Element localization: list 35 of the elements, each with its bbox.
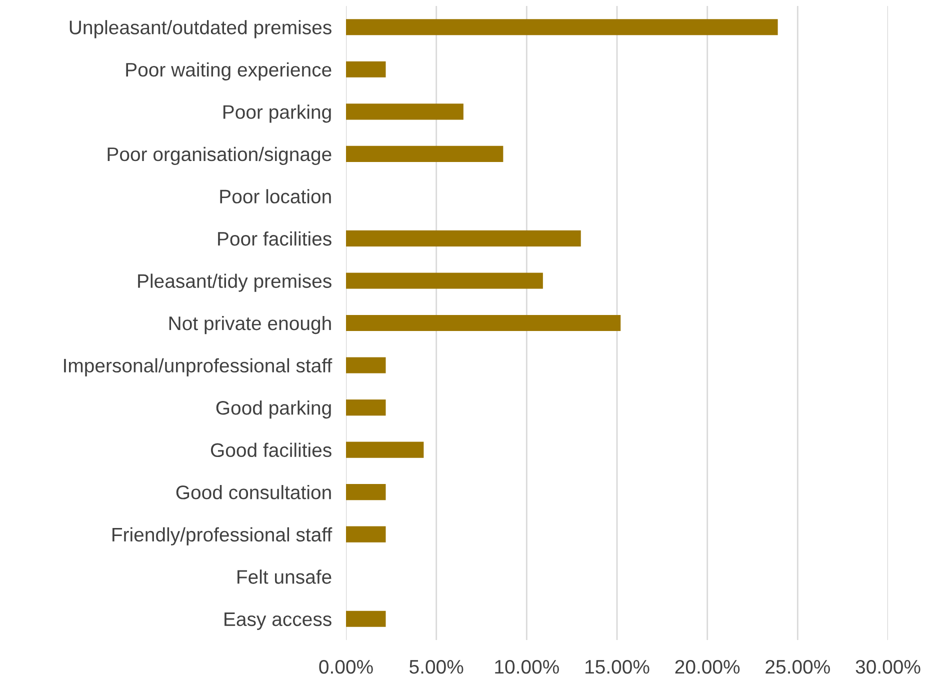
y-tick-label: Good parking bbox=[216, 400, 331, 419]
y-tick-label: Impersonal/unprofessional staff bbox=[64, 358, 332, 376]
y-tick-label: Poor waiting experience bbox=[126, 62, 332, 80]
bar bbox=[346, 484, 386, 500]
y-tick-label: Poor location bbox=[220, 189, 331, 204]
y-tick-label: Poor facilities bbox=[218, 231, 332, 246]
bar bbox=[346, 61, 386, 78]
y-tick-label: Friendly/professional staff bbox=[112, 527, 332, 546]
y-tick-label: Felt unsafe bbox=[238, 570, 332, 584]
bar bbox=[346, 314, 621, 332]
y-tick-label: Good facilities bbox=[210, 442, 332, 458]
bar bbox=[346, 357, 386, 374]
x-tick-label: 5.00% bbox=[410, 660, 464, 674]
x-tick-label: 15.00% bbox=[586, 660, 650, 674]
y-tick-label: Good consultation bbox=[176, 485, 331, 500]
y-tick-label: Pleasant/tidy premises bbox=[138, 274, 332, 292]
x-tick-label: 30.00% bbox=[856, 660, 920, 674]
bar bbox=[346, 146, 504, 162]
x-tick-label: 20.00% bbox=[675, 660, 740, 674]
bar bbox=[346, 442, 424, 458]
bar bbox=[346, 104, 464, 120]
y-tick-label: Unpleasant/outdated premises bbox=[70, 20, 332, 38]
y-tick-label: Poor parking bbox=[223, 104, 331, 123]
bar bbox=[346, 526, 386, 542]
x-tick-label: 0.00% bbox=[319, 660, 373, 674]
bar bbox=[346, 230, 581, 246]
x-tick-label: 10.00% bbox=[495, 660, 559, 674]
bar bbox=[346, 610, 386, 627]
bar bbox=[346, 19, 778, 36]
y-tick-label: Easy access bbox=[224, 612, 332, 630]
bar bbox=[346, 272, 543, 289]
y-tick-label: Not private enough bbox=[169, 316, 331, 334]
bar bbox=[346, 400, 386, 416]
y-tick-label: Poor organisation/signage bbox=[108, 146, 332, 166]
x-tick-label: 25.00% bbox=[766, 660, 830, 674]
